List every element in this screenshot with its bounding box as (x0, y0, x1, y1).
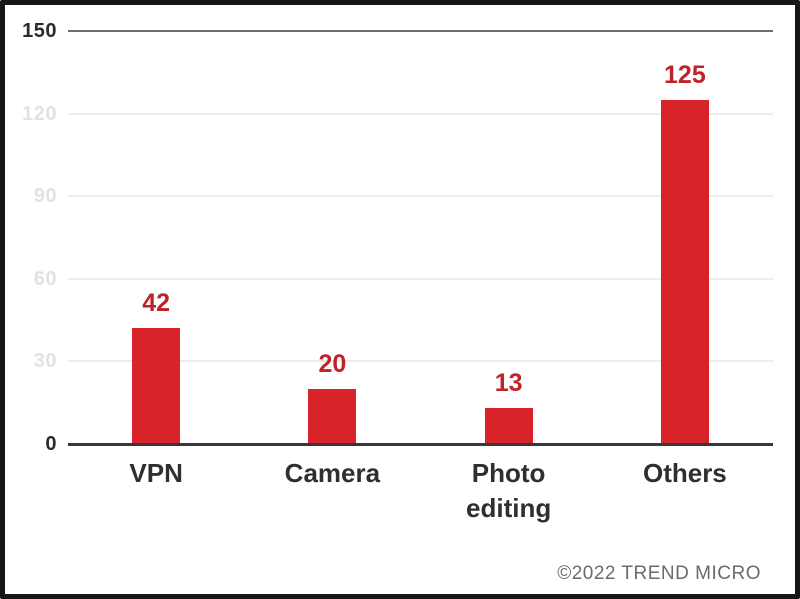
bar-camera (308, 388, 357, 444)
gridline (68, 195, 773, 198)
gridline (68, 277, 773, 280)
gridline (68, 30, 773, 32)
x-label-column: Camera (244, 456, 420, 536)
category-label-photo-editing: Photo editing (466, 458, 552, 524)
y-tick-label: 90 (33, 185, 57, 208)
category-label-vpn: VPN (129, 458, 183, 488)
y-tick-label: 60 (33, 267, 57, 290)
bar-vpn (132, 328, 181, 444)
x-label-column: VPN (68, 456, 244, 536)
gridline (68, 360, 773, 363)
y-tick-label: 30 (33, 350, 57, 373)
bar-value-label: 42 (142, 289, 171, 318)
x-axis-labels: VPN Camera Photo editing Others (68, 456, 773, 536)
bar-value-label: 20 (318, 349, 347, 378)
plot-area: 0 30 60 90 120 150 42 20 13 125 (22, 21, 773, 454)
category-label-others: Others (642, 458, 727, 488)
gridline (68, 112, 773, 115)
bar-column-vpn: 42 (68, 31, 244, 444)
bar-column-photo-editing: 13 (421, 31, 597, 444)
y-tick-label: 0 (45, 433, 57, 455)
bar-value-label: 13 (494, 369, 523, 398)
category-label-camera: Camera (284, 458, 381, 488)
bar-column-others: 125 (597, 31, 773, 444)
bar-column-camera: 20 (244, 31, 420, 444)
bar-photo-editing (484, 408, 533, 444)
y-tick-label: 120 (22, 102, 57, 125)
y-tick-label: 150 (22, 20, 57, 42)
x-label-column: Photo editing (421, 456, 597, 536)
x-label-column: Others (597, 456, 773, 536)
bar-others (660, 99, 709, 444)
bar-value-label: 125 (664, 60, 706, 89)
x-axis-line (68, 443, 773, 446)
attribution-text: ©2022 TREND MICRO (557, 563, 761, 584)
